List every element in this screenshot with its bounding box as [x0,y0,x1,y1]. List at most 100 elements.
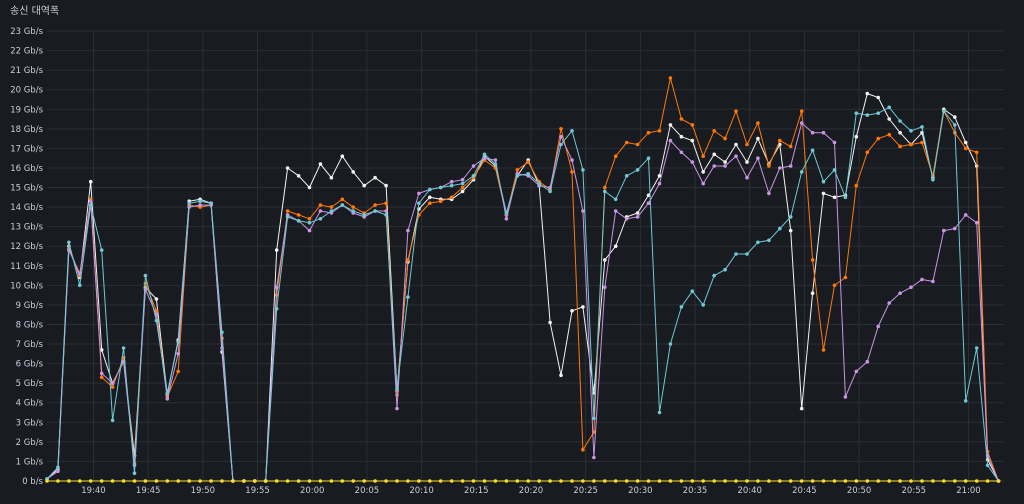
data-point [723,479,727,483]
series-0 [45,91,1001,483]
data-point [624,479,629,483]
x-axis: 19:40 19:45 19:50 19:55 20:00 20:05 20:10 20:15… [81,486,980,496]
data-point [679,305,684,309]
data-point [854,134,859,139]
data-point [920,125,924,129]
data-point [788,164,793,168]
data-point [548,479,552,483]
data-point [985,479,990,483]
data-point [821,348,826,352]
data-point [603,189,607,194]
data-point [646,193,651,198]
data-point [592,455,596,460]
panel-title[interactable]: 송신 대역폭 [10,6,60,17]
data-point [778,138,782,143]
data-point [821,130,826,135]
x-tick-label: 20:15 [464,486,489,496]
data-point [187,201,191,205]
data-point [592,479,596,483]
data-point [734,154,738,158]
data-point [756,121,760,125]
x-tick-label: 20:20 [519,486,544,496]
data-point [909,129,913,133]
data-point [56,469,60,474]
data-point [165,479,170,483]
data-point [832,479,837,483]
data-point [865,150,870,155]
data-point [296,219,301,223]
data-point [88,179,93,184]
y-tick-label: 8 Gb/s [16,320,44,330]
data-point [887,301,891,305]
data-point [460,189,465,194]
data-point [351,209,356,213]
data-point [515,479,520,483]
data-point [723,136,727,141]
data-point [417,201,421,205]
data-point [417,479,421,483]
data-point [963,140,968,145]
data-point [449,479,454,483]
data-point [406,228,410,233]
data-point [745,479,749,483]
data-point [88,479,93,483]
data-point [351,170,356,174]
data-point [198,203,202,207]
series-line [46,106,999,482]
data-point [515,168,520,172]
data-point [493,479,498,483]
data-point [985,463,990,468]
data-point [154,297,159,301]
data-point [428,195,432,200]
data-point [176,479,180,483]
data-point [920,140,924,145]
y-tick-label: 13 Gb/s [10,223,43,233]
series-4 [45,479,1001,483]
series-line [46,122,999,482]
data-point [438,199,443,203]
data-point [821,479,826,483]
data-point [734,479,738,483]
y-tick-label: 20 Gb/s [10,86,43,96]
data-point [887,479,891,483]
series-3 [45,105,1001,483]
data-point [154,318,159,323]
data-point [821,179,826,184]
data-point [788,215,793,219]
data-point [898,291,902,296]
data-point [526,160,530,164]
data-point [373,479,377,483]
data-point [504,217,509,221]
data-point [176,340,180,344]
data-point [712,479,716,483]
data-point [351,479,356,483]
data-point [876,136,880,141]
data-point [209,201,213,205]
data-point [340,203,345,207]
y-tick-label: 18 Gb/s [10,125,43,135]
data-point [745,252,749,256]
data-point [767,164,771,168]
data-point [854,111,859,115]
data-point [963,479,968,483]
data-point [362,183,367,188]
data-point [887,132,891,137]
data-point [231,479,235,483]
data-point [810,479,815,483]
data-point [657,174,662,178]
data-point [67,479,71,483]
data-point [482,156,487,160]
data-point [67,240,71,245]
x-tick-label: 21:00 [956,486,981,496]
data-point [570,170,574,174]
data-point [767,191,771,196]
data-point [963,213,968,217]
data-point [723,267,727,272]
data-point [843,479,848,483]
data-point [635,168,640,172]
data-point [668,479,673,483]
data-point [307,220,312,225]
data-point [920,479,924,483]
data-point [646,156,651,160]
